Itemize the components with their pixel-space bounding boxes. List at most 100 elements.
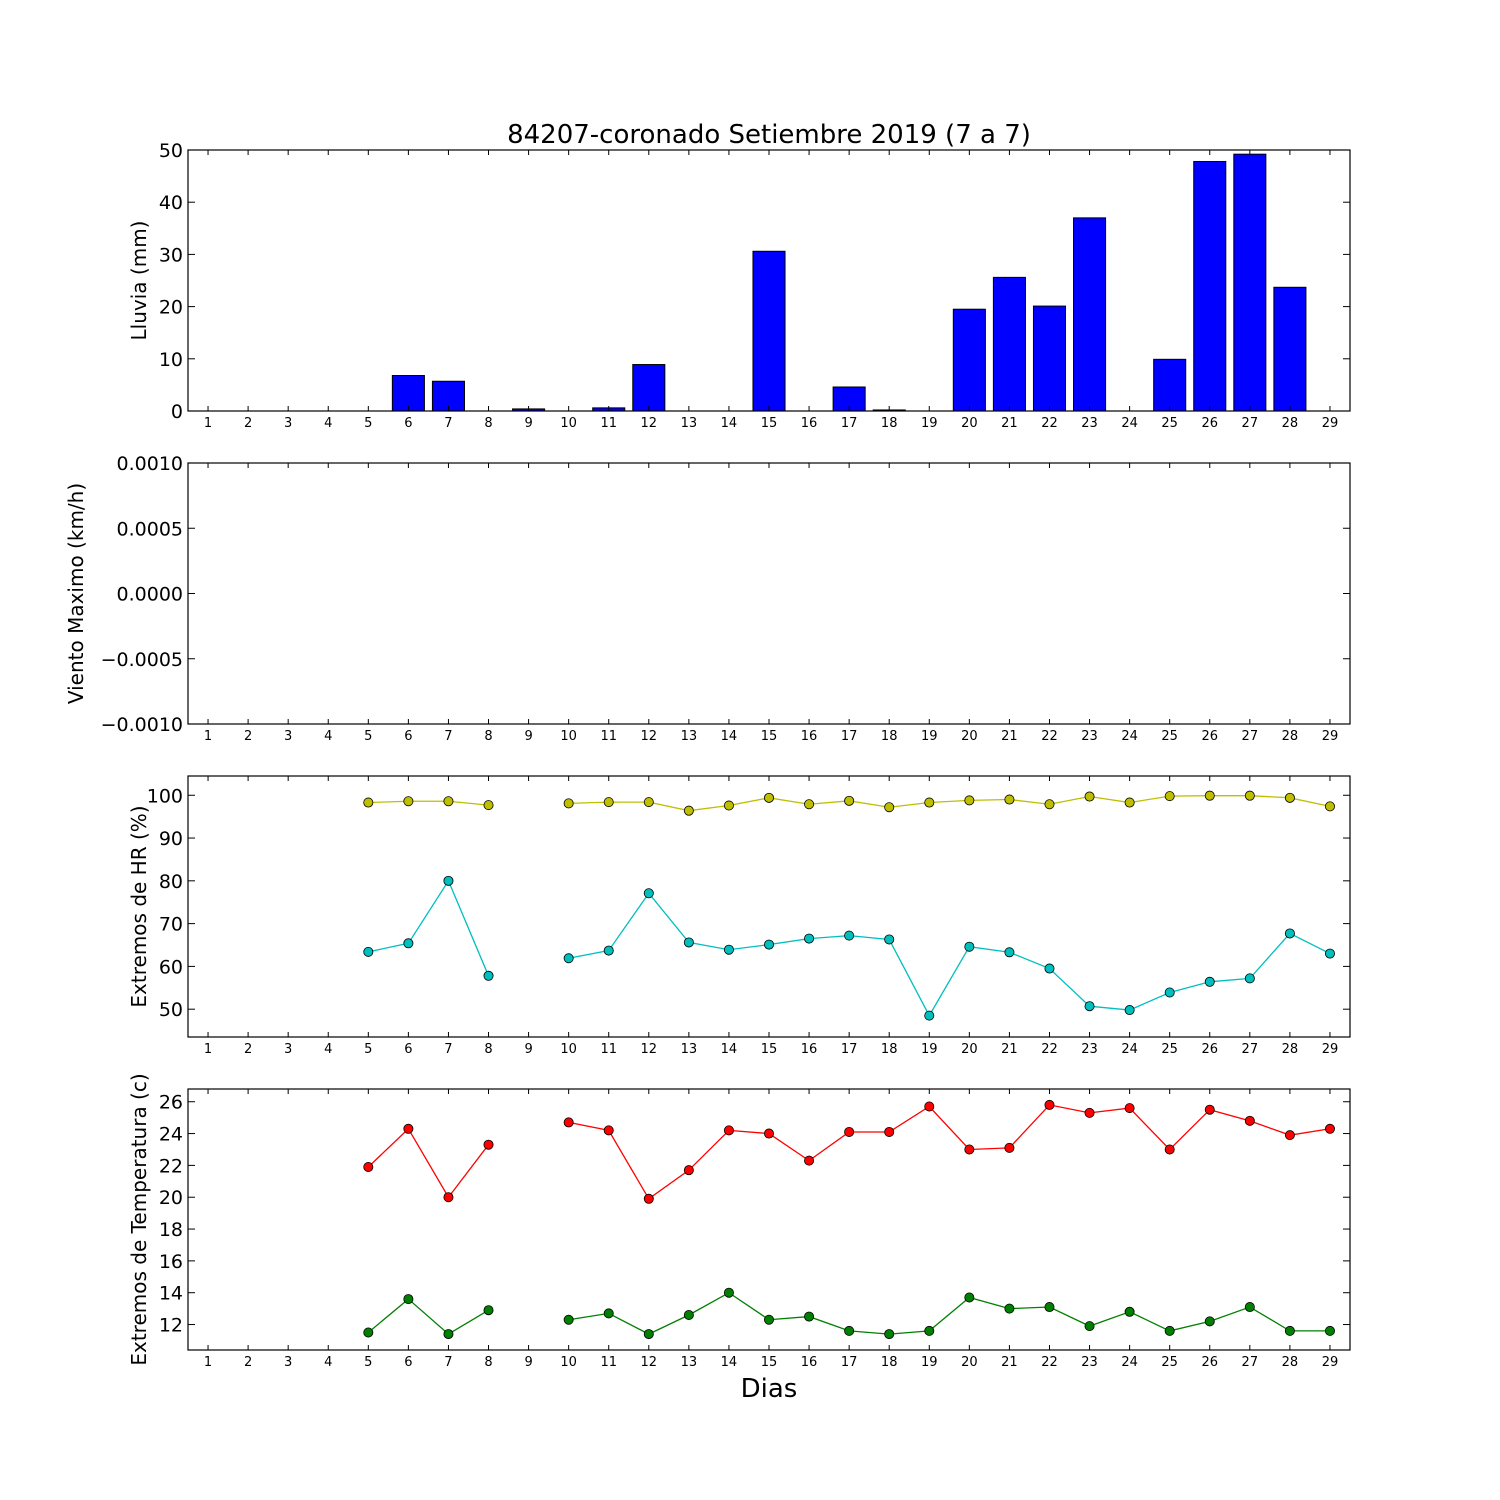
humidity-series-2-point-day-22 bbox=[1044, 963, 1055, 974]
humidity-series-2-point-day-5 bbox=[363, 946, 374, 957]
temperature-panel: 1 2 3 4 5 6 7 8 9 10 11 12 13 14 15 16 17 18 19 20 21 22 23 24 2… bbox=[127, 1073, 1351, 1370]
temperature-xtick-label: 3 bbox=[284, 1355, 292, 1370]
temperature-xtick-label: 24 bbox=[1121, 1355, 1138, 1370]
temperature-series-1-point-day-16 bbox=[804, 1155, 815, 1166]
humidity-xtick-label: 3 bbox=[284, 1042, 292, 1057]
humidity-series-2-point-day-29 bbox=[1324, 948, 1335, 959]
temperature-xtick-label: 9 bbox=[524, 1355, 532, 1370]
temperature-series-1-point-day-27 bbox=[1244, 1115, 1255, 1126]
temperature-xtick-label: 26 bbox=[1201, 1355, 1218, 1370]
temperature-xtick-label: 17 bbox=[841, 1355, 858, 1370]
rain-xtick-label: 16 bbox=[801, 416, 818, 431]
temperature-series-2-point-day-26 bbox=[1204, 1316, 1215, 1327]
rain-xtick-label: 9 bbox=[524, 416, 532, 431]
wind-ytick-label: −0.0010 bbox=[101, 714, 183, 736]
rain-xtick-label: 25 bbox=[1161, 416, 1178, 431]
temperature-series-1-point-day-7 bbox=[443, 1192, 454, 1203]
humidity-xtick-label: 8 bbox=[484, 1042, 492, 1057]
rain-ytick-label: 50 bbox=[159, 140, 183, 162]
rain-xtick-label: 14 bbox=[721, 416, 738, 431]
temperature-series-1-point-day-26 bbox=[1204, 1104, 1215, 1115]
humidity-xtick-label: 10 bbox=[560, 1042, 577, 1057]
temperature-series-1-point-day-10 bbox=[563, 1117, 574, 1128]
temperature-series-2-point-day-22 bbox=[1044, 1302, 1055, 1313]
rain-xtick-label: 7 bbox=[444, 416, 452, 431]
wind-xtick-label: 24 bbox=[1121, 729, 1138, 744]
humidity-xtick-label: 18 bbox=[881, 1042, 898, 1057]
temperature-series-2-point-day-17 bbox=[844, 1325, 855, 1336]
temperature-xtick-label: 14 bbox=[721, 1355, 738, 1370]
temperature-xtick-label: 13 bbox=[681, 1355, 698, 1370]
temperature-ytick-label: 22 bbox=[159, 1155, 183, 1177]
wind-xtick-label: 19 bbox=[921, 729, 938, 744]
temperature-xtick-label: 11 bbox=[600, 1355, 617, 1370]
temperature-series-2-point-day-21 bbox=[1004, 1303, 1015, 1314]
humidity-series-1-point-day-17 bbox=[844, 795, 855, 806]
humidity-series-2-point-day-6 bbox=[403, 938, 414, 949]
humidity-series-1-point-day-8 bbox=[483, 800, 494, 811]
wind-xtick-label: 13 bbox=[681, 729, 698, 744]
temperature-xtick-label: 6 bbox=[404, 1355, 412, 1370]
temperature-series-2-line-2 bbox=[568, 1291, 1330, 1335]
temperature-series-1-point-day-18 bbox=[884, 1126, 895, 1137]
humidity-xtick-label: 2 bbox=[244, 1042, 252, 1057]
temperature-series-1-point-day-12 bbox=[643, 1193, 654, 1204]
temperature-xtick-label: 29 bbox=[1322, 1355, 1339, 1370]
rain-xtick-label: 17 bbox=[841, 416, 858, 431]
humidity-series-2-line-2 bbox=[568, 892, 1331, 1017]
rain-ytick-label: 0 bbox=[171, 401, 183, 423]
humidity-series-1-point-day-6 bbox=[403, 796, 414, 807]
temperature-series-1-point-day-14 bbox=[723, 1125, 734, 1136]
rain-xtick-label: 19 bbox=[921, 416, 938, 431]
humidity-ytick-label: 80 bbox=[159, 871, 183, 893]
temperature-xtick-label: 5 bbox=[364, 1355, 372, 1370]
temperature-series-1-point-day-21 bbox=[1004, 1142, 1015, 1153]
temperature-xtick-label: 25 bbox=[1161, 1355, 1178, 1370]
humidity-series-1-point-day-16 bbox=[804, 799, 815, 810]
humidity-xtick-label: 12 bbox=[641, 1042, 658, 1057]
humidity-ytick-label: 90 bbox=[159, 828, 183, 850]
rain-xtick-label: 8 bbox=[484, 416, 492, 431]
temperature-series-2-point-day-12 bbox=[643, 1329, 654, 1340]
wind-xtick-label: 23 bbox=[1081, 729, 1098, 744]
wind-xtick-label: 17 bbox=[841, 729, 858, 744]
temperature-ytick-label: 14 bbox=[159, 1283, 183, 1305]
wind-xtick-label: 11 bbox=[600, 729, 617, 744]
temperature-series-2-point-day-23 bbox=[1084, 1321, 1095, 1332]
temperature-series-2-point-day-8 bbox=[483, 1305, 494, 1316]
rain-xtick-label: 12 bbox=[641, 416, 658, 431]
humidity-xtick-label: 22 bbox=[1041, 1042, 1058, 1057]
humidity-series-1-point-day-26 bbox=[1204, 790, 1215, 801]
temperature-series-1-point-day-13 bbox=[683, 1165, 694, 1176]
humidity-series-2-point-day-24 bbox=[1124, 1005, 1135, 1016]
temperature-xtick-label: 16 bbox=[801, 1355, 818, 1370]
temperature-series-1-line-1 bbox=[367, 1127, 490, 1199]
rain-ytick-label: 30 bbox=[159, 244, 183, 266]
humidity-series-1-point-day-7 bbox=[443, 796, 454, 807]
humidity-series-2-point-day-23 bbox=[1084, 1001, 1095, 1012]
temperature-series-1-point-day-22 bbox=[1044, 1099, 1055, 1110]
rain-xtick-label: 18 bbox=[881, 416, 898, 431]
wind-y-axis-label: Viento Maximo (km/h) bbox=[64, 483, 88, 704]
rain-xtick-label: 11 bbox=[600, 416, 617, 431]
temperature-series-2-point-day-14 bbox=[723, 1287, 734, 1298]
humidity-series-2-point-day-12 bbox=[643, 888, 654, 899]
humidity-series-2-point-day-26 bbox=[1204, 976, 1215, 987]
temperature-ytick-label: 12 bbox=[159, 1315, 183, 1337]
humidity-xtick-label: 21 bbox=[1001, 1042, 1018, 1057]
temperature-series-1-point-day-20 bbox=[964, 1144, 975, 1155]
wind-xtick-label: 8 bbox=[484, 729, 492, 744]
humidity-series-1-point-day-21 bbox=[1004, 794, 1015, 805]
humidity-ytick-label: 70 bbox=[159, 914, 183, 936]
temperature-series-2-point-day-6 bbox=[403, 1294, 414, 1305]
temperature-series-2-point-day-10 bbox=[563, 1314, 574, 1325]
humidity-xtick-label: 27 bbox=[1242, 1042, 1259, 1057]
humidity-series-2-point-day-20 bbox=[964, 941, 975, 952]
humidity-xtick-label: 1 bbox=[204, 1042, 212, 1057]
rain-xtick-label: 15 bbox=[761, 416, 778, 431]
temperature-series-1-point-day-8 bbox=[483, 1139, 494, 1150]
humidity-series-1-point-day-14 bbox=[723, 800, 734, 811]
humidity-series-1-point-day-19 bbox=[924, 797, 935, 808]
wind-ytick-label: 0.0010 bbox=[117, 453, 183, 475]
humidity-ytick-label: 50 bbox=[159, 999, 183, 1021]
